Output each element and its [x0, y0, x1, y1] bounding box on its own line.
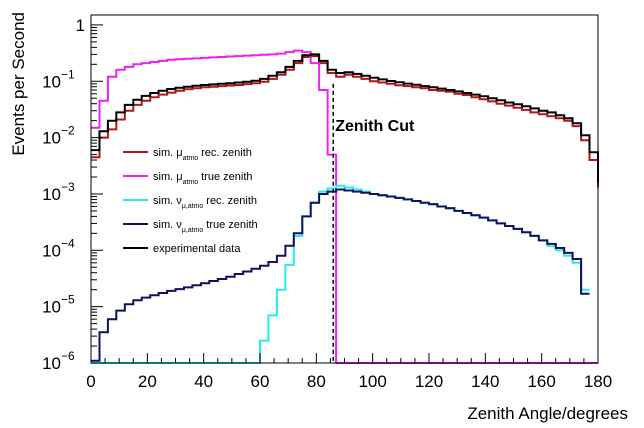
y-tick-label: 10: [42, 354, 61, 373]
y-tick-exponent: −1: [61, 67, 75, 81]
x-axis-title: Zenith Angle/degrees: [467, 404, 628, 423]
y-tick-label: 10: [42, 241, 61, 260]
y-tick-exponent: −4: [61, 236, 75, 250]
y-axis-title: Events per Second: [9, 12, 28, 156]
legend-label-3: sim. νμ,atmo true zenith: [153, 219, 258, 234]
legend-main: sim. ν: [153, 195, 182, 207]
legend-label-4: experimental data: [153, 243, 241, 255]
legend-label-1: sim. μatmo true zenith: [153, 171, 253, 186]
x-tick-label: 100: [358, 372, 386, 391]
legend-label-2: sim. νμ,atmo rec. zenith: [153, 195, 257, 210]
legend-sub: μ,atmo: [182, 203, 204, 210]
series-line-3: [91, 188, 590, 362]
x-tick-label: 180: [584, 372, 612, 391]
ticks-layer: [90, 24, 599, 364]
y-tick-exponent: −2: [61, 124, 75, 138]
y-tick-label: 10: [42, 129, 61, 148]
zenith-cut-label: Zenith Cut: [335, 118, 415, 135]
legend-sub: μ,atmo: [182, 227, 204, 234]
labels-layer: 0 20 40 60 80 100 120 140 160 18010−610−510−410−3…: [9, 12, 628, 423]
legend-rest: true zenith: [201, 171, 252, 183]
x-tick-label: 80: [307, 372, 326, 391]
legend-sub: atmo: [183, 155, 199, 162]
legend-sub: atmo: [183, 179, 199, 186]
x-tick-label: 0: [86, 372, 95, 391]
x-tick-label: 160: [527, 372, 555, 391]
y-tick-label: 10: [42, 298, 61, 317]
y-tick-exponent: −6: [61, 349, 75, 363]
x-tick-label: 140: [471, 372, 499, 391]
y-tick-exponent: −3: [61, 180, 75, 194]
x-tick-label: 40: [194, 372, 213, 391]
y-tick-label: 10: [42, 185, 61, 204]
legend-main: sim. μ: [153, 171, 183, 183]
legend-rest: rec. zenith: [201, 147, 252, 159]
legend-label-0: sim. μatmo rec. zenith: [153, 147, 252, 162]
legend-main: experimental data: [153, 243, 241, 255]
x-tick-label: 120: [415, 372, 443, 391]
y-tick-label: 10: [42, 72, 61, 91]
x-tick-label: 60: [251, 372, 270, 391]
series-line-4: [91, 53, 599, 183]
x-tick-label: 20: [138, 372, 157, 391]
legend-main: sim. ν: [153, 219, 182, 231]
series-line-0: [91, 55, 599, 188]
y-tick-exponent: −5: [61, 293, 75, 307]
legend-rest: true zenith: [206, 219, 257, 231]
legend-main: sim. μ: [153, 147, 183, 159]
legend-rest: rec. zenith: [206, 195, 257, 207]
y-tick-label: 1: [76, 16, 85, 35]
